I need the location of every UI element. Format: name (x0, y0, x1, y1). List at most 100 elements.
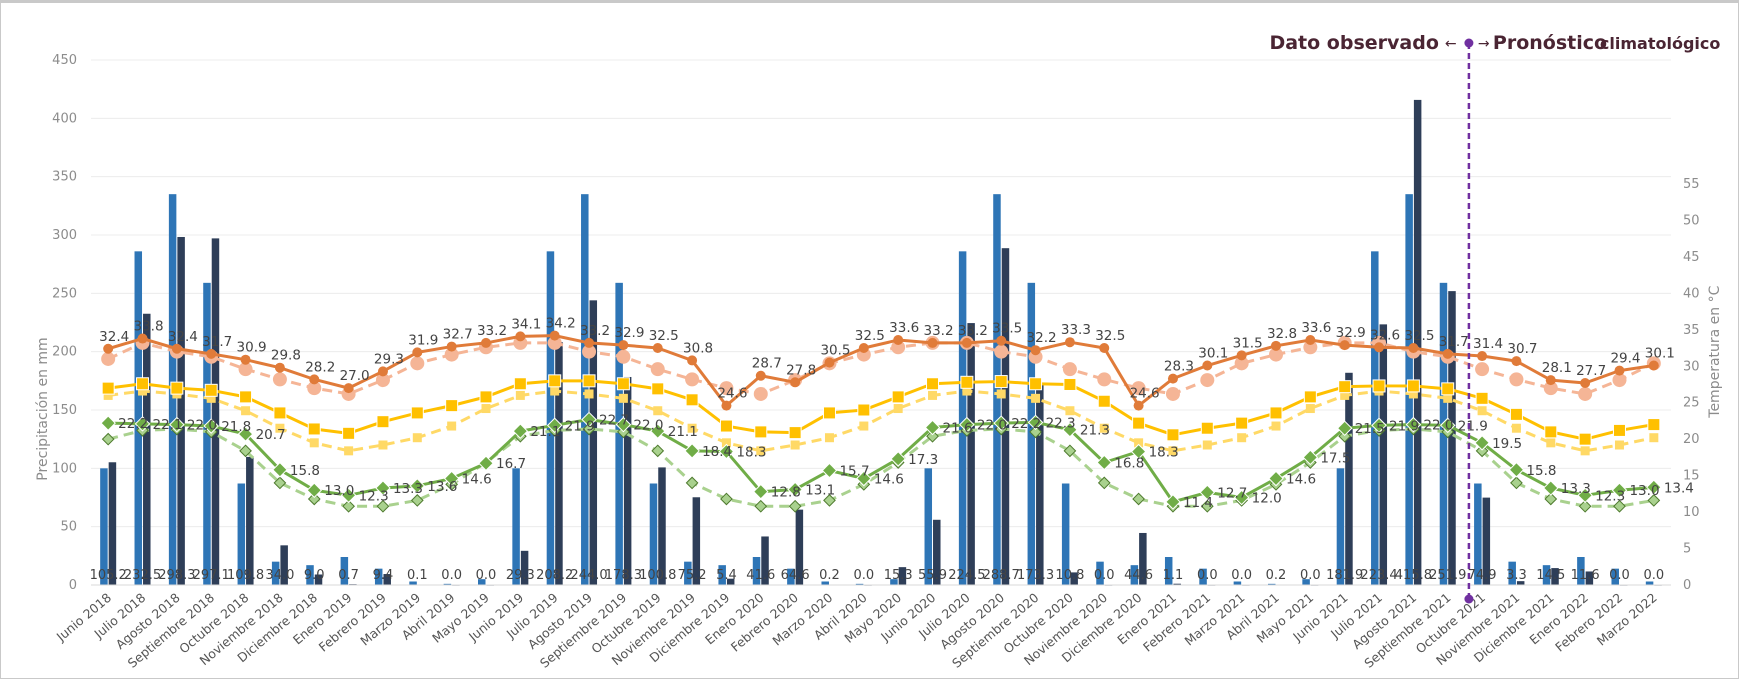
tmin-data-label: 22.3 (1046, 415, 1076, 431)
tmean-observed-point (239, 390, 253, 404)
tmin-data-label: 13.4 (1664, 480, 1694, 496)
tmean-climatology-point (275, 423, 285, 433)
precip-observed-bar (1345, 372, 1353, 585)
tmean-climatology-point (1031, 393, 1041, 403)
tmax-observed-point (446, 341, 457, 352)
tmin-climatology-point (1647, 494, 1661, 507)
precip-data-label: 0.0 (1643, 568, 1664, 583)
tmax-data-label: 33.8 (133, 319, 163, 335)
precip-observed-bar (967, 323, 975, 585)
tmax-climatology-point (1269, 347, 1283, 362)
tmax-data-label: 32.9 (1336, 325, 1366, 341)
precip-observed-bar (246, 456, 254, 585)
tmax-climatology-point (616, 349, 631, 364)
precip-observed-bar (1001, 248, 1010, 585)
tmax-observed-point (1202, 360, 1213, 371)
precip-data-label: 1.1 (1163, 568, 1184, 583)
tmean-climatology-point (103, 390, 113, 400)
tmin-data-label: 21.9 (1458, 418, 1488, 434)
tmin-climatology-point (239, 444, 252, 458)
data-labels: 32.433.832.4 31.7 30.929.828.227.029.331.9… (90, 316, 1694, 583)
tmin-observed-point (718, 443, 735, 460)
tmin-observed-point (684, 443, 700, 459)
tmean-climatology-point (515, 390, 525, 400)
precip-observed-bar (692, 497, 701, 585)
precip-data-label: 178.3 (605, 568, 642, 583)
tmean-observed-point (513, 377, 527, 391)
tmin-observed-point (478, 455, 494, 472)
tmin-data-label: 12.0 (1252, 491, 1282, 507)
tmax-data-label: 32.5 (855, 328, 885, 344)
tmean-observed-point (1029, 377, 1043, 391)
tmean-observed-point (926, 377, 940, 391)
tmin-climatology-point (685, 476, 699, 490)
precip-observed-bar (933, 519, 941, 585)
observed-annotation: Dato observado (1269, 32, 1438, 54)
tmean-observed-point (376, 415, 390, 429)
tmax-observed-point (1614, 365, 1625, 376)
precip-climatology-bar (924, 468, 933, 585)
tmax-data-label: 33.2 (580, 323, 610, 339)
precip-observed-bar (1139, 532, 1147, 585)
tmean-climatology-point (584, 389, 594, 399)
tmax-data-label: 30.5 (820, 343, 850, 359)
tmean-observed-point (754, 425, 768, 439)
tmax-climatology-point (1200, 373, 1215, 388)
tmax-data-label: 32.5 (1404, 328, 1434, 344)
tmin-data-label: 22.1 (153, 417, 183, 433)
precip-observed-bar (1551, 568, 1559, 585)
tmean-observed-point (857, 403, 871, 417)
tmin-climatology-point (926, 429, 939, 443)
precip-climatology-bar (1474, 483, 1482, 585)
tmin-climatology-point (1475, 444, 1489, 458)
precip-data-label: 0.2 (819, 568, 840, 583)
y2-tick-label: 30 (1683, 359, 1700, 374)
tmax-observed-point (1064, 337, 1075, 348)
precip-data-label: 0.1 (407, 568, 428, 583)
precip-observed-bar (108, 462, 117, 585)
tmin-observed-point (1646, 479, 1662, 496)
y-axis-title: Precipitación en mm (35, 337, 51, 480)
tmax-data-label: 32.4 (99, 329, 129, 345)
precip-observed-bar (1379, 324, 1388, 585)
tmax-data-label: 34.2 (546, 316, 576, 332)
precip-climatology-bar (787, 568, 795, 585)
tmin-data-label: 21.8 (221, 419, 251, 435)
tmax-data-label: 27.0 (340, 368, 370, 384)
tmax-climatology-point (650, 362, 665, 377)
precip-climatology-bar (237, 483, 246, 585)
precip-climatology-bar (1096, 561, 1104, 585)
y2-tick-label: 20 (1683, 432, 1700, 447)
tmax-data-label: 32.7 (443, 327, 473, 343)
tmean-climatology-point (1065, 406, 1075, 416)
tmin-observed-point (1130, 443, 1147, 460)
y2-tick-label: 10 (1683, 505, 1700, 520)
precip-climatology-bar (821, 581, 829, 585)
precip-data-label: 0.0 (476, 568, 497, 583)
tmax-data-label: 32.2 (1027, 330, 1057, 346)
precip-climatology-bar (1233, 581, 1242, 585)
tmean-climatology-point (1134, 438, 1144, 448)
precip-data-label: 10.8 (1055, 568, 1084, 583)
tmax-observed-point (755, 370, 766, 381)
tmean-observed-point (1475, 391, 1489, 405)
tmin-data-label: 13.0 (1629, 483, 1659, 499)
tmean-climatology-point (756, 446, 766, 456)
y-tick-label: 150 (52, 403, 77, 418)
tmax-data-label: 30.1 (1645, 346, 1675, 362)
tmax-observed-point (1305, 335, 1316, 345)
tmax-data-label: 33.2 (958, 323, 988, 339)
precip-climatology-bar (443, 583, 452, 585)
precip-data-label: 208.2 (536, 568, 573, 583)
tmax-climatology-point (1062, 362, 1077, 377)
tmean-climatology-point (1340, 390, 1350, 400)
precip-data-label: 415.8 (1395, 568, 1432, 583)
tmax-climatology-point (444, 347, 459, 362)
tmax-observed-point (1648, 360, 1659, 371)
tmin-data-label: 13.3 (1561, 481, 1591, 497)
tmax-climatology-point (1165, 386, 1180, 401)
tmax-observed-point (206, 348, 217, 359)
precip-observed-bar (1173, 583, 1181, 585)
tmean-climatology-point (309, 438, 319, 448)
tmean-climatology-point (1408, 389, 1418, 399)
